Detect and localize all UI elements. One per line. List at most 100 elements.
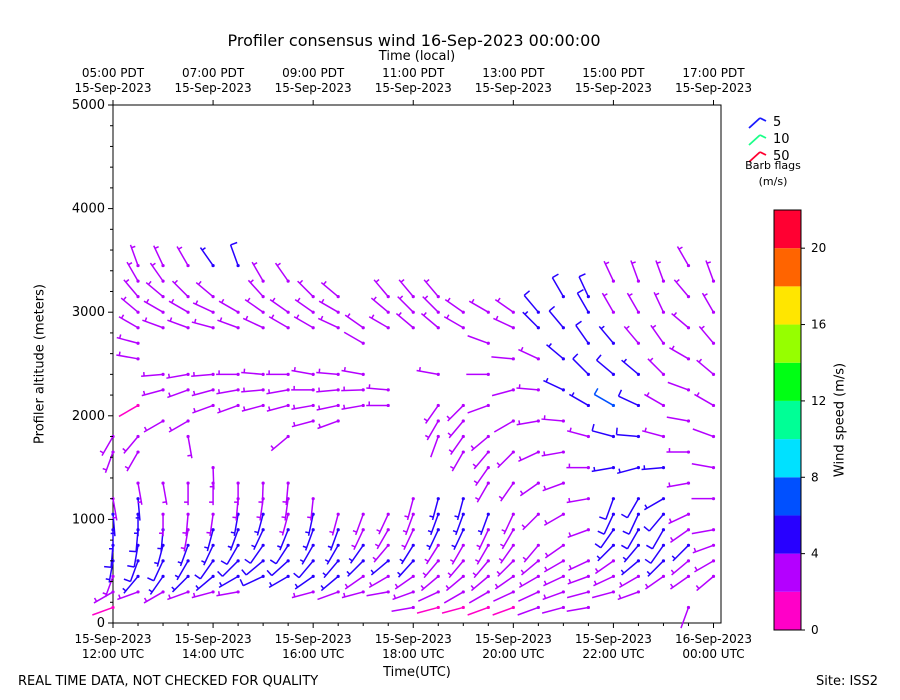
barb-staff	[104, 451, 114, 473]
barb-dot	[136, 403, 140, 408]
barb-dot	[711, 310, 716, 314]
barb-dot	[236, 372, 240, 376]
barb-half-flag	[124, 465, 129, 470]
barb-dot	[561, 419, 565, 423]
barb-dot	[411, 559, 415, 563]
barb-staff	[522, 311, 539, 329]
barb-dot	[586, 528, 590, 532]
barb-staff	[478, 529, 489, 551]
barb-dot	[636, 497, 641, 501]
barb-half-flag	[673, 311, 678, 317]
barb-staff	[676, 246, 690, 266]
barb-dot	[661, 403, 666, 408]
barb-half-flag	[268, 406, 271, 411]
legend-barb-flag	[759, 117, 767, 122]
barb-dot	[661, 434, 666, 439]
barb-dot	[486, 481, 490, 485]
barb-dot	[561, 543, 565, 547]
barb-staff	[698, 325, 715, 344]
barb-flag	[523, 290, 531, 296]
barb-staff	[621, 560, 639, 576]
barb-dot	[361, 341, 365, 345]
barb-staff	[603, 260, 615, 282]
barb-dot	[186, 295, 190, 299]
barb-dot	[386, 574, 390, 578]
barb-dot	[261, 279, 265, 283]
barb-staff	[543, 513, 564, 526]
barb-dot	[611, 574, 616, 578]
barb-staff	[192, 404, 214, 414]
barb-staff	[425, 544, 439, 565]
barb-half-flag	[293, 421, 296, 427]
barb-staff	[667, 381, 689, 391]
colorbar-bin	[774, 553, 801, 592]
barb-dot	[361, 543, 365, 547]
barb-staff	[168, 420, 189, 433]
barb-staff	[517, 606, 539, 616]
barb-half-flag	[105, 578, 110, 581]
barb-dot	[636, 590, 641, 594]
barb-staff	[344, 575, 364, 590]
barb-dot	[136, 357, 140, 361]
barb-dot	[461, 512, 465, 516]
barb-half-flag	[545, 377, 549, 383]
colorbar-tick-label: 8	[811, 470, 819, 484]
barb-dot	[536, 605, 540, 610]
barb-dot	[286, 512, 290, 516]
barb-half-flag	[497, 297, 501, 302]
barb-staff	[398, 279, 414, 298]
barb-dot	[611, 403, 616, 408]
barb-dot	[511, 481, 515, 485]
barb-dot	[386, 310, 390, 314]
barb-dot	[386, 512, 390, 516]
barb-staff	[551, 277, 565, 298]
barb-staff	[420, 575, 439, 592]
barb-flag	[244, 558, 251, 564]
barb-dot	[511, 590, 515, 594]
barb-half-flag	[145, 298, 150, 304]
barb-staff	[316, 404, 339, 411]
barb-dot	[161, 419, 165, 423]
top-tick-date: 15-Sep-2023	[275, 81, 352, 95]
barb-dot	[136, 279, 140, 283]
y-tick-label: 3000	[72, 305, 105, 320]
barb-staff	[601, 292, 615, 313]
barb-half-flag	[118, 351, 121, 356]
barb-half-flag	[544, 552, 549, 557]
barb-staff	[518, 348, 539, 360]
barb-dot	[636, 543, 641, 547]
legend-units: (m/s)	[759, 175, 788, 188]
barb-dot	[536, 450, 540, 454]
barb-flag	[575, 320, 582, 326]
barb-staff	[397, 296, 414, 313]
barb-half-flag	[596, 555, 601, 560]
barb-half-flag	[420, 585, 425, 590]
barb-dot	[336, 295, 340, 299]
barb-dot	[611, 512, 616, 516]
legend-barb-sample	[748, 134, 761, 146]
barb-dot	[411, 543, 415, 547]
barb-staff	[650, 544, 665, 564]
barb-half-flag	[693, 547, 697, 553]
barb-half-flag	[102, 467, 107, 471]
barb-dot	[536, 310, 540, 314]
x-tick-time: 20:00 UTC	[482, 647, 544, 661]
barb-half-flag	[622, 556, 627, 561]
barb-staff	[331, 514, 339, 536]
barb-dot	[161, 310, 165, 314]
legend-barb-flag	[759, 151, 767, 156]
barb-half-flag	[446, 314, 450, 319]
barb-half-flag	[299, 279, 304, 284]
barb-half-flag	[180, 547, 185, 550]
barb-dot	[361, 388, 365, 392]
barb-dot	[436, 326, 440, 330]
barb-half-flag	[327, 545, 332, 549]
barb-staff	[241, 404, 264, 412]
barb-staff	[428, 529, 439, 551]
top-tick-time: 07:00 PDT	[182, 66, 245, 80]
barb-dot	[261, 543, 265, 547]
barb-half-flag	[594, 568, 599, 573]
barb-staff	[179, 545, 189, 567]
barb-half-flag	[603, 293, 608, 297]
barb-half-flag	[253, 262, 258, 266]
